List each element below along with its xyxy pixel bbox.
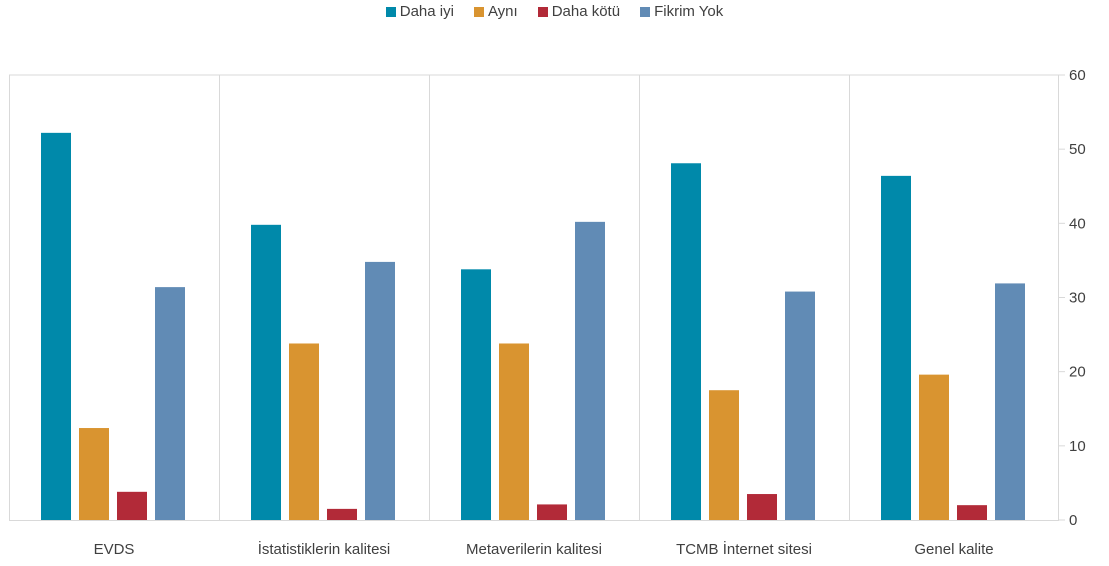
y-tick-label: 10 [1069,438,1086,455]
y-tick-label: 30 [1069,290,1086,307]
legend-item: Daha kötü [537,3,621,20]
x-category-label: İstatistiklerin kalitesi [258,540,391,558]
legend-item: Aynı [473,3,518,20]
bar-daha-iyi [671,163,701,520]
legend-swatch [537,6,548,17]
y-tick-label: 60 [1069,67,1086,84]
x-category-label: TCMB İnternet sitesi [676,540,812,558]
legend-swatch [385,6,396,17]
bar-fikrim-yok [995,283,1025,520]
bar-daha-iyi [881,175,911,520]
bar-aynı [919,374,949,520]
y-tick-label: 20 [1069,364,1086,381]
legend-item: Fikrim Yok [640,3,723,20]
bar-aynı [499,343,529,520]
y-tick-label: 50 [1069,141,1086,158]
bar-daha-iyi [41,132,71,520]
legend-swatch [640,6,651,17]
bar-fikrim-yok [155,287,185,520]
y-tick-label: 40 [1069,215,1086,232]
x-category-label: Metaverilerin kalitesi [466,541,602,558]
x-category-label: EVDS [94,541,135,558]
bar-daha-iyi [251,224,281,521]
bar-aynı [79,428,109,520]
legend-item: Daha iyi [385,3,454,20]
bar-daha-kötü [957,505,987,520]
legend-label: Fikrim Yok [654,3,724,20]
bar-daha-kötü [117,491,147,520]
bar-fikrim-yok [575,221,605,520]
bar-daha-kötü [327,508,357,520]
bar-daha-kötü [537,504,567,520]
bar-fikrim-yok [785,291,815,520]
legend-label: Aynı [487,3,518,20]
x-category-label: Genel kalite [914,541,993,558]
chart-legend: Daha iyi Aynı Daha kötü Fikrim Yok [0,3,1109,20]
y-tick-label: 0 [1069,512,1077,529]
bar-daha-kötü [747,494,777,520]
bar-aynı [709,390,739,520]
bar-fikrim-yok [365,261,395,520]
legend-label: Daha iyi [399,3,454,20]
legend-swatch [473,6,484,17]
legend-label: Daha kötü [551,3,621,20]
bar-daha-iyi [461,269,491,520]
bar-aynı [289,343,319,520]
